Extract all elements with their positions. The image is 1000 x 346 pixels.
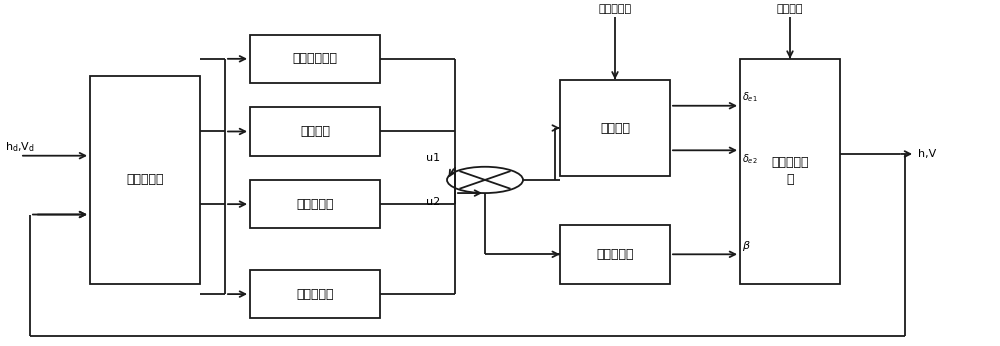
- Text: u2: u2: [426, 197, 440, 207]
- Text: 高超纵向模
型: 高超纵向模 型: [771, 156, 809, 186]
- Text: 容错控制器: 容错控制器: [296, 198, 334, 211]
- Bar: [560, 80, 670, 176]
- Text: u1: u1: [426, 153, 440, 163]
- Bar: [90, 76, 200, 284]
- Text: 双升降舵: 双升降舵: [600, 121, 630, 135]
- Bar: [250, 180, 380, 228]
- Bar: [250, 35, 380, 83]
- Text: $\mathregular{h_d}$,V$_\mathregular{d}$: $\mathregular{h_d}$,V$_\mathregular{d}$: [5, 140, 35, 154]
- Text: $\delta_{e2}$: $\delta_{e2}$: [742, 152, 758, 166]
- Bar: [250, 270, 380, 318]
- Text: 外部扰动: 外部扰动: [777, 4, 803, 14]
- Text: $\delta_{e1}$: $\delta_{e1}$: [742, 90, 758, 104]
- Text: 状态限制函数: 状态限制函数: [292, 52, 338, 65]
- Text: 滑模控制器: 滑模控制器: [296, 288, 334, 301]
- Bar: [740, 59, 840, 284]
- Text: $\beta$: $\beta$: [742, 239, 751, 253]
- Text: 发动机油门: 发动机油门: [596, 248, 634, 261]
- Text: 自适应律: 自适应律: [300, 125, 330, 138]
- Text: 升降舵故障: 升降舵故障: [598, 4, 632, 14]
- Bar: [250, 107, 380, 156]
- Text: 控制器设计: 控制器设计: [126, 173, 164, 186]
- Bar: [560, 225, 670, 284]
- Text: h,V: h,V: [918, 149, 936, 159]
